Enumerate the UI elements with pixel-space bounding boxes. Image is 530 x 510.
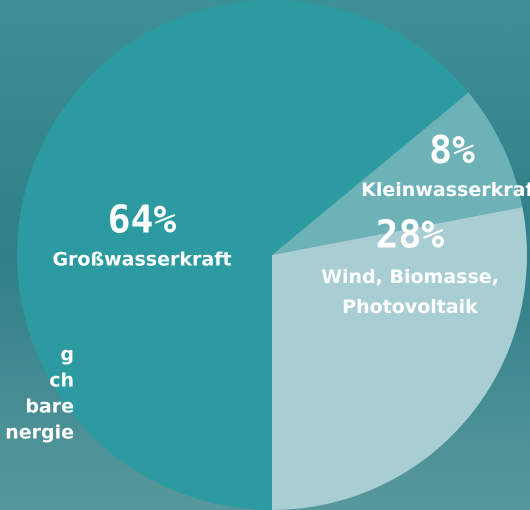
value-label: 28%: [376, 213, 445, 257]
value-label: 64%: [108, 198, 177, 242]
page: {"chart_data": {"type": "pie", "categori…: [0, 0, 530, 510]
side-text-line: g: [60, 344, 74, 366]
category-label-line: Wind, Biomasse,: [321, 266, 499, 288]
side-text-line: ch: [49, 370, 74, 392]
category-label: Großwasserkraft: [52, 249, 231, 271]
category-label-line: Photovoltaik: [342, 296, 478, 318]
category-label: Kleinwasserkraft: [361, 179, 530, 201]
value-label: 8%: [429, 128, 475, 172]
side-text-line: bare: [25, 396, 74, 418]
side-text-line: nergie: [5, 422, 74, 444]
chart: 64% Großwasserkraft 8% Kleinwasserkraft 28% W…: [0, 0, 530, 510]
